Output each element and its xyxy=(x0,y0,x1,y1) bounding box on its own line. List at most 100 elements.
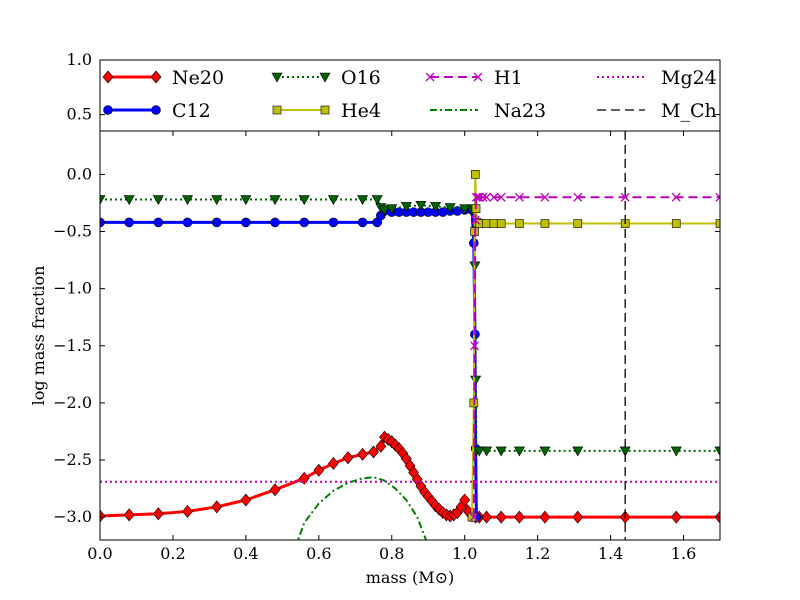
h1-point xyxy=(471,192,481,202)
series-ne20 xyxy=(100,430,720,524)
o16-point xyxy=(357,195,369,206)
h1-point xyxy=(715,192,720,202)
ne20-point xyxy=(368,445,379,459)
o16-point xyxy=(211,195,223,206)
ne20-point xyxy=(459,493,471,507)
he4-point xyxy=(496,219,506,228)
ne20-point xyxy=(240,493,252,507)
ne20-point xyxy=(357,447,368,461)
o16-point xyxy=(152,195,164,206)
legend-label: Na23 xyxy=(494,100,546,122)
y-axis-title: log mass fraction xyxy=(29,266,48,406)
ne20-point xyxy=(670,510,682,524)
legend-marker xyxy=(272,105,282,115)
legend-marker xyxy=(150,70,162,84)
o16-point xyxy=(572,446,584,457)
he4-point xyxy=(540,219,550,228)
c12-point xyxy=(241,217,251,228)
c12-point xyxy=(328,217,339,228)
h1-point xyxy=(478,192,488,202)
legend-label: M_Ch xyxy=(661,100,717,122)
x-tick-label: 1.4 xyxy=(598,544,623,563)
legend-y-tick-label: 0.5 xyxy=(67,105,92,124)
h1-point xyxy=(470,341,480,351)
ne20-point xyxy=(481,510,492,524)
o16-point xyxy=(386,204,398,215)
x-tick-label: 1.2 xyxy=(525,544,550,563)
o16-point xyxy=(513,446,525,457)
ne20-point xyxy=(152,507,164,521)
h1-point xyxy=(620,192,630,202)
c12-point xyxy=(182,217,193,228)
na23-line xyxy=(296,476,428,540)
o16-point xyxy=(481,446,493,457)
x-tick-label: 0.2 xyxy=(160,544,185,563)
o16-point xyxy=(459,204,471,215)
series-na23 xyxy=(296,476,428,540)
o16-line xyxy=(100,198,720,452)
ne20-point xyxy=(100,509,106,523)
legend-entry-ne20: Ne20 xyxy=(102,67,224,89)
he4-point xyxy=(671,219,681,228)
y-tick-label: 0.0 xyxy=(67,164,92,183)
ne20-point xyxy=(269,483,281,497)
x-tick-label: 1.0 xyxy=(452,544,477,563)
legend-marker xyxy=(103,105,113,115)
legend-label: Mg24 xyxy=(661,67,717,89)
legend-entry-he4: He4 xyxy=(272,100,381,122)
legend-marker xyxy=(425,72,435,82)
ne20-point xyxy=(495,510,507,524)
o16-point xyxy=(378,205,390,216)
o16-point xyxy=(444,203,456,214)
y-tick-label: −1.5 xyxy=(53,336,92,355)
series-h1 xyxy=(469,192,720,522)
series-he4 xyxy=(467,170,720,522)
plot-frame xyxy=(99,130,721,541)
o16-point xyxy=(400,202,412,213)
o16-point xyxy=(714,446,720,457)
o16-point xyxy=(269,195,281,206)
h1-line xyxy=(472,196,720,518)
legend-entry-c12: C12 xyxy=(103,100,211,122)
legend-entry-o16: O16 xyxy=(271,67,381,89)
x-axis-title: mass (M⊙) xyxy=(366,568,455,587)
he4-point xyxy=(715,219,720,228)
he4-point xyxy=(482,219,491,228)
o16-point xyxy=(470,375,482,386)
series-o16 xyxy=(100,195,720,457)
x-tick-label: 1.6 xyxy=(671,544,696,563)
legend-marker xyxy=(319,72,331,83)
h1-point xyxy=(469,512,479,522)
x-tick-label: 0.0 xyxy=(87,544,112,563)
o16-point xyxy=(539,446,551,457)
o16-point xyxy=(670,446,682,457)
y-tick-label: −2.5 xyxy=(53,450,92,469)
h1-point xyxy=(671,192,681,202)
he4-line xyxy=(471,173,720,518)
ne20-point xyxy=(514,510,525,524)
o16-point xyxy=(123,195,135,206)
legend-marker xyxy=(102,70,114,84)
c12-point xyxy=(100,217,105,228)
y-tick-label: −3.0 xyxy=(53,507,92,526)
ne20-point xyxy=(375,439,387,453)
h1-point xyxy=(573,192,583,202)
ne20-point xyxy=(572,510,584,524)
o16-point xyxy=(495,446,507,457)
c12-point xyxy=(124,217,134,228)
ne20-point xyxy=(328,456,339,470)
legend-label: H1 xyxy=(494,67,523,89)
he4-point xyxy=(573,219,583,228)
ne20-point xyxy=(313,463,325,477)
o16-point xyxy=(327,195,339,206)
o16-point xyxy=(415,200,427,211)
o16-point xyxy=(100,195,106,206)
legend-entry-h1: H1 xyxy=(425,67,523,89)
c12-line xyxy=(100,208,478,518)
ne20-point xyxy=(342,451,354,465)
o16-point xyxy=(182,195,194,206)
c12-point xyxy=(211,217,222,228)
he4-point xyxy=(467,512,477,522)
h1-point xyxy=(470,215,480,225)
